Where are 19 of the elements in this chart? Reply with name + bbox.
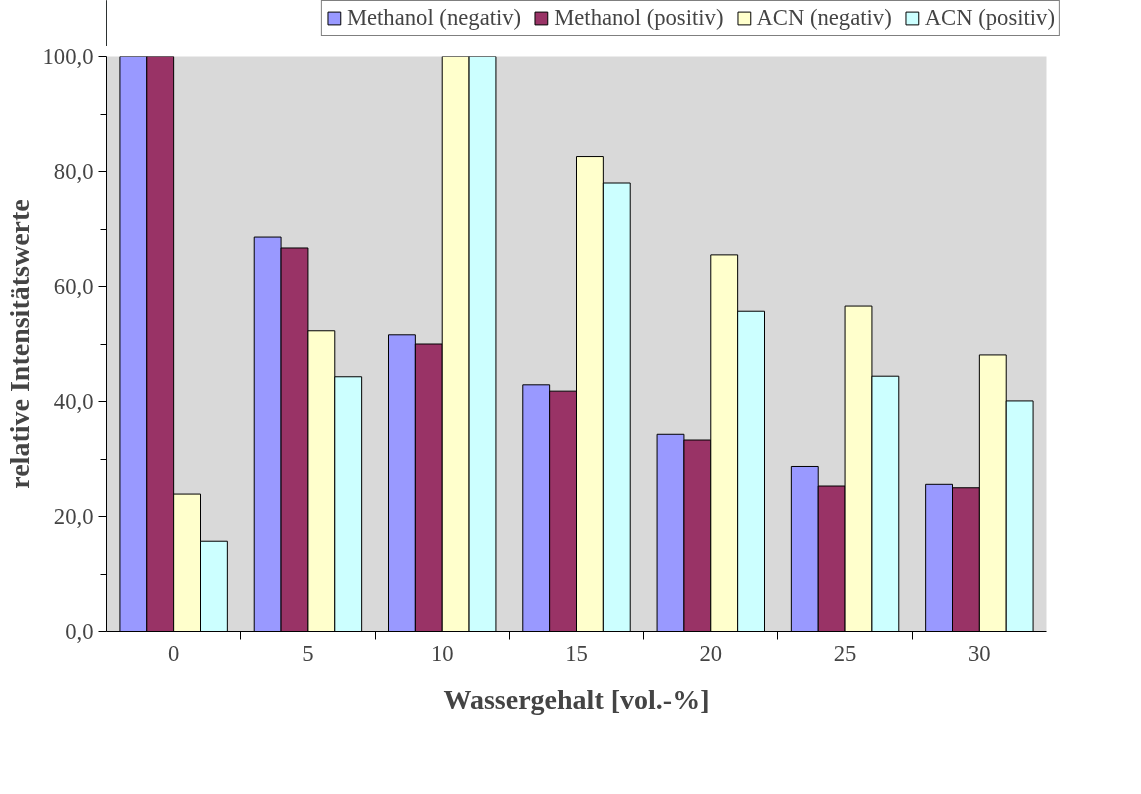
legend-label: ACN (negativ) xyxy=(756,5,892,31)
x-tick-label: 0 xyxy=(167,640,180,666)
y-tick-label: 80,0 xyxy=(53,159,94,184)
x-tick-label: 20 xyxy=(699,640,723,666)
y-tick-label: 20,0 xyxy=(53,504,94,529)
x-tick-label: 25 xyxy=(833,640,857,666)
legend-label: Methanol (positiv) xyxy=(554,5,724,31)
y-tick-label: 0,0 xyxy=(65,619,94,644)
x-tick-label: 30 xyxy=(968,640,991,666)
y-tick-label: 60,0 xyxy=(53,274,94,299)
y-axis-title: relative Intensitätswerte xyxy=(3,199,35,489)
x-tick-label: 15 xyxy=(565,640,588,666)
legend-label: Methanol (negativ) xyxy=(346,5,522,31)
y-tick-label: 40,0 xyxy=(53,389,94,414)
legend-label: ACN (positiv) xyxy=(924,5,1055,31)
x-tick-label: 10 xyxy=(430,640,454,666)
x-tick-label: 5 xyxy=(302,640,314,666)
x-axis-title: Wassergehalt [vol.-%] xyxy=(443,683,710,715)
y-tick-label: 100,0 xyxy=(42,44,94,69)
